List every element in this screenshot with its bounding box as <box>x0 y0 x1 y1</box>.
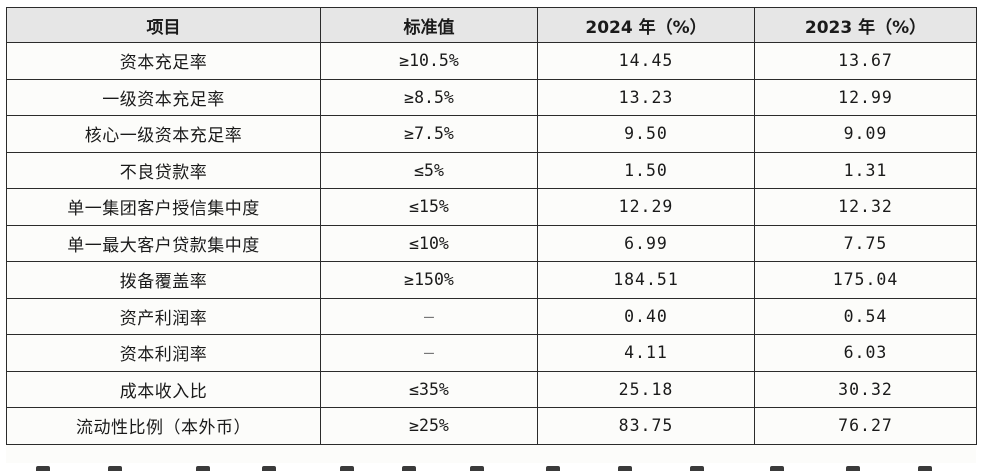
row-value-2024: 14.45 <box>537 42 755 80</box>
table-row: 不良贷款率 ≤5% 1.50 1.31 <box>6 151 977 189</box>
table-row: 资本充足率 ≥10.5% 14.45 13.67 <box>6 42 977 80</box>
row-value-2023: 13.67 <box>754 42 977 80</box>
document-page: 项目 标准值 2024 年（%） 2023 年（%） 资本充足率 ≥10.5% … <box>6 7 977 463</box>
row-value-2023: 175.04 <box>754 261 977 299</box>
table-header: 项目 标准值 2024 年（%） 2023 年（%） <box>6 7 977 43</box>
row-item-name: 资本充足率 <box>6 42 321 80</box>
header-2024: 2024 年（%） <box>537 7 755 43</box>
row-value-2023: 30.32 <box>754 370 977 408</box>
row-value-2024: 184.51 <box>537 261 755 299</box>
row-value-2024: 25.18 <box>537 370 755 408</box>
row-standard-value: ≤10% <box>320 224 538 262</box>
regulatory-indicators-table: 项目 标准值 2024 年（%） 2023 年（%） 资本充足率 ≥10.5% … <box>6 7 977 445</box>
header-standard: 标准值 <box>320 7 538 43</box>
row-item-name: 一级资本充足率 <box>6 78 321 116</box>
header-item: 项目 <box>6 7 321 43</box>
table-row: 单一最大客户贷款集中度 ≤10% 6.99 7.75 <box>6 224 977 262</box>
row-standard-value: ≤15% <box>320 188 538 226</box>
row-standard-value: ≤5% <box>320 151 538 189</box>
row-standard-value: ≥10.5% <box>320 42 538 80</box>
row-standard-value: – <box>320 334 538 372</box>
header-row: 项目 标准值 2024 年（%） 2023 年（%） <box>6 7 977 43</box>
row-standard-value: ≥8.5% <box>320 78 538 116</box>
table-row: 一级资本充足率 ≥8.5% 13.23 12.99 <box>6 78 977 116</box>
row-value-2024: 13.23 <box>537 78 755 116</box>
row-value-2024: 6.99 <box>537 224 755 262</box>
row-standard-value: – <box>320 297 538 335</box>
row-value-2024: 12.29 <box>537 188 755 226</box>
row-item-name: 资本利润率 <box>6 334 321 372</box>
table-row: 资产利润率 – 0.40 0.54 <box>6 297 977 335</box>
table-row: 资本利润率 – 4.11 6.03 <box>6 334 977 372</box>
row-value-2024: 4.11 <box>537 334 755 372</box>
row-value-2023: 12.99 <box>754 78 977 116</box>
row-item-name: 核心一级资本充足率 <box>6 115 321 153</box>
row-item-name: 资产利润率 <box>6 297 321 335</box>
row-item-name: 单一集团客户授信集中度 <box>6 188 321 226</box>
row-item-name: 流动性比例（本外币） <box>6 407 321 445</box>
cropped-next-line-fragments <box>0 464 983 471</box>
header-2023: 2023 年（%） <box>754 7 977 43</box>
row-value-2023: 12.32 <box>754 188 977 226</box>
row-standard-value: ≥7.5% <box>320 115 538 153</box>
row-value-2023: 1.31 <box>754 151 977 189</box>
row-value-2024: 83.75 <box>537 407 755 445</box>
table-body: 资本充足率 ≥10.5% 14.45 13.67 一级资本充足率 ≥8.5% 1… <box>6 42 977 445</box>
table-row: 核心一级资本充足率 ≥7.5% 9.50 9.09 <box>6 115 977 153</box>
row-value-2024: 1.50 <box>537 151 755 189</box>
table-row: 单一集团客户授信集中度 ≤15% 12.29 12.32 <box>6 188 977 226</box>
table-row: 成本收入比 ≤35% 25.18 30.32 <box>6 370 977 408</box>
table-row: 拨备覆盖率 ≥150% 184.51 175.04 <box>6 261 977 299</box>
row-value-2024: 0.40 <box>537 297 755 335</box>
row-value-2023: 6.03 <box>754 334 977 372</box>
row-standard-value: ≥25% <box>320 407 538 445</box>
row-standard-value: ≥150% <box>320 261 538 299</box>
row-value-2024: 9.50 <box>537 115 755 153</box>
row-value-2023: 76.27 <box>754 407 977 445</box>
row-item-name: 成本收入比 <box>6 370 321 408</box>
row-standard-value: ≤35% <box>320 370 538 408</box>
row-item-name: 不良贷款率 <box>6 151 321 189</box>
row-value-2023: 9.09 <box>754 115 977 153</box>
row-value-2023: 7.75 <box>754 224 977 262</box>
row-item-name: 单一最大客户贷款集中度 <box>6 224 321 262</box>
row-item-name: 拨备覆盖率 <box>6 261 321 299</box>
table-row: 流动性比例（本外币） ≥25% 83.75 76.27 <box>6 407 977 445</box>
row-value-2023: 0.54 <box>754 297 977 335</box>
